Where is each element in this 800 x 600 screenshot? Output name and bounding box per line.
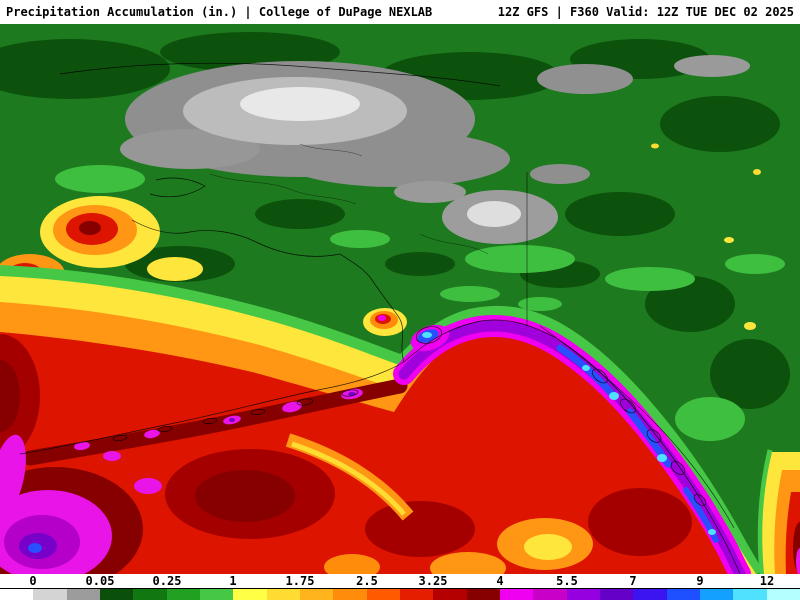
colorbar-segment — [333, 589, 367, 600]
colorbar-segment — [499, 589, 534, 600]
colorbar-tick-label: 4 — [496, 574, 504, 588]
colorbar-tick-label: 0.05 — [85, 574, 115, 588]
aleutian-band — [22, 378, 408, 466]
colorbar-segment — [566, 589, 600, 600]
orange-yellow-swirls — [285, 433, 593, 574]
colorbar-segment — [199, 589, 234, 600]
colorbar-segment — [733, 589, 767, 600]
gray-low-precip-areas — [120, 55, 750, 244]
model-valid-time: 12Z GFS | F360 Valid: 12Z TUE DEC 02 202… — [497, 5, 794, 19]
political-borders — [526, 172, 735, 529]
colorbar-segment — [666, 589, 700, 600]
boundary-light-green-rim — [0, 265, 763, 574]
right-edge-precip-strip — [651, 143, 800, 574]
colorbar-tick-label: 3.25 — [418, 574, 448, 588]
colorbar-segment — [433, 589, 467, 600]
coastlines — [19, 62, 741, 574]
colorbar-segment — [599, 589, 634, 600]
colorbar-tick-label: 0 — [29, 574, 37, 588]
colorbar-segment — [766, 589, 800, 600]
rivers — [209, 143, 489, 255]
colorbar — [0, 588, 800, 600]
colorbar-tick-label: 12 — [759, 574, 775, 588]
colorbar-segment — [0, 589, 34, 600]
product-title: Precipitation Accumulation (in.) | Colle… — [6, 5, 433, 19]
colorbar-segment — [99, 589, 134, 600]
dark-red-cores — [0, 334, 692, 557]
colorbar-tick-label: 7 — [629, 574, 637, 588]
title-bar: Precipitation Accumulation (in.) | Colle… — [0, 0, 800, 24]
colorbar-segment — [66, 589, 100, 600]
colorbar-segment — [633, 589, 667, 600]
colorbar-tick-labels: 0 0.05 0.25 1 1.75 2.5 3.25 4 5.5 7 9 12 — [0, 574, 800, 588]
colorbar-segment — [533, 589, 567, 600]
colorbar-tick-label: 9 — [696, 574, 704, 588]
colorbar-segment — [366, 589, 400, 600]
light-green-patches — [55, 165, 785, 441]
kodiak-kenai-maxima — [363, 308, 450, 352]
colorbar-segment — [33, 589, 67, 600]
colorbar-segment — [399, 589, 434, 600]
colorbar-tick-label: 5.5 — [556, 574, 578, 588]
colorbar-segment — [233, 589, 267, 600]
colorbar-tick-label: 2.5 — [356, 574, 378, 588]
colorbar-segment — [166, 589, 200, 600]
colorbar-tick-label: 1 — [229, 574, 237, 588]
precipitation-map — [0, 24, 800, 574]
coastal-extreme-band — [393, 315, 751, 574]
colorbar-segment — [466, 589, 500, 600]
precipitation-map-svg — [0, 24, 800, 574]
colorbar-tick-label: 1.75 — [285, 574, 315, 588]
colorbar-tick-label: 0.25 — [152, 574, 182, 588]
colorbar-segment — [299, 589, 334, 600]
colorbar-segment — [133, 589, 167, 600]
colorbar-segment — [266, 589, 300, 600]
bottom-left-extreme — [0, 434, 162, 574]
colorbar-segment — [699, 589, 734, 600]
